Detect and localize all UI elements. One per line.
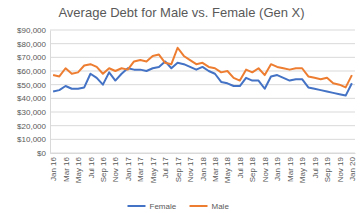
- x-tick: Mar 19: [286, 153, 295, 182]
- y-tick-label: $50,000: [17, 81, 46, 90]
- y-tick: $0: [37, 149, 50, 158]
- y-tick-label: $40,000: [17, 94, 46, 103]
- x-tick-label: Sep 18: [248, 156, 257, 182]
- y-tick-label: $70,000: [17, 53, 46, 62]
- x-tick: May 17: [149, 153, 158, 183]
- series-group: [53, 48, 352, 96]
- y-tick: $70,000: [17, 53, 50, 62]
- x-tick: Mar 17: [136, 153, 145, 182]
- x-tick-label: Jan 16: [49, 156, 58, 181]
- y-tick: $10,000: [17, 135, 50, 144]
- y-tick-label: $90,000: [17, 26, 46, 35]
- x-tick: Mar 18: [211, 153, 220, 182]
- x-tick: Jan 20: [348, 153, 357, 181]
- grid-line: [50, 125, 355, 126]
- x-tick-label: May 18: [223, 156, 232, 183]
- y-tick: $60,000: [17, 67, 50, 76]
- x-tick-label: Jan 20: [348, 156, 357, 181]
- x-tick-label: Mar 19: [286, 156, 295, 181]
- y-tick-label: $20,000: [17, 122, 46, 131]
- grid-line: [50, 84, 355, 85]
- x-tick-label: Nov 17: [186, 156, 195, 182]
- x-tick-label: Mar 17: [136, 156, 145, 181]
- y-tick: $40,000: [17, 94, 50, 103]
- x-tick-label: Sep 16: [99, 156, 108, 182]
- series-line: [53, 61, 352, 95]
- x-axis: Jan 16 Mar 16May 16 Jul 16Sep 16Nov 16 Jan …: [49, 153, 357, 183]
- x-tick: Nov 18: [261, 153, 270, 182]
- x-tick: Jan 18: [199, 153, 208, 181]
- x-tick-label: Mar 16: [62, 156, 71, 181]
- legend: Female Male: [128, 202, 230, 211]
- x-tick: Jan 17: [124, 153, 133, 181]
- grid-line: [50, 71, 355, 72]
- x-tick: Nov 19: [335, 153, 344, 182]
- x-tick: Jul 18: [236, 153, 245, 178]
- x-tick: Nov 16: [111, 153, 120, 182]
- x-tick: Jul 17: [161, 153, 170, 178]
- x-tick-label: Jan 17: [124, 156, 133, 181]
- title: Average Debt for Male vs. Female (Gen X): [58, 5, 304, 20]
- x-tick-label: Nov 19: [335, 156, 344, 182]
- x-tick-label: Jan 18: [199, 156, 208, 181]
- grid: [50, 30, 355, 153]
- y-tick: $90,000: [17, 26, 50, 35]
- x-tick-label: Jul 19: [311, 156, 320, 178]
- x-tick: Jan 16: [49, 153, 58, 181]
- x-tick-label: May 19: [298, 156, 307, 183]
- x-tick-label: Jul 16: [87, 156, 96, 178]
- x-tick: Nov 17: [186, 153, 195, 182]
- legend-label: Male: [212, 202, 230, 211]
- grid-line: [50, 153, 355, 154]
- y-axis-line: [50, 31, 51, 154]
- y-tick-label: $0: [37, 149, 46, 158]
- grid-line: [50, 57, 355, 58]
- grid-line: [50, 98, 355, 99]
- y-tick: $50,000: [17, 81, 50, 90]
- x-tick-label: Sep 17: [174, 156, 183, 182]
- x-tick-label: May 17: [149, 156, 158, 183]
- grid-line: [50, 30, 355, 31]
- y-tick-label: $60,000: [17, 67, 46, 76]
- chart: Average Debt for Male vs. Female (Gen X)…: [0, 0, 363, 213]
- legend-swatch: [128, 205, 146, 207]
- x-tick: Jul 19: [311, 153, 320, 178]
- x-tick: Jan 19: [273, 153, 282, 181]
- x-tick: Sep 17: [174, 153, 183, 182]
- x-axis-line: [51, 153, 356, 154]
- x-tick: Mar 16: [62, 153, 71, 182]
- grid-line: [50, 112, 355, 113]
- legend-swatch: [190, 205, 208, 207]
- x-tick-label: Jan 19: [273, 156, 282, 181]
- x-tick-label: Jul 18: [236, 156, 245, 178]
- y-tick: $80,000: [17, 40, 50, 49]
- x-tick: Jul 16: [87, 153, 96, 178]
- y-tick-label: $30,000: [17, 108, 46, 117]
- y-tick-label: $80,000: [17, 40, 46, 49]
- x-tick: May 16: [74, 153, 83, 183]
- x-tick-label: Jul 17: [161, 156, 170, 178]
- x-tick-label: Sep 19: [323, 156, 332, 182]
- grid-line: [50, 43, 355, 44]
- y-tick: $30,000: [17, 108, 50, 117]
- x-tick-label: Nov 16: [111, 156, 120, 182]
- x-tick-label: Nov 18: [261, 156, 270, 182]
- x-tick-label: Mar 18: [211, 156, 220, 181]
- grid-line: [50, 139, 355, 140]
- x-tick: May 19: [298, 153, 307, 183]
- y-axis: $0 $10,000 $20,000 $30,000 $40,000 $50,000 $60…: [17, 26, 50, 158]
- x-tick: May 18: [223, 153, 232, 183]
- legend-label: Female: [150, 202, 177, 211]
- series-line: [53, 48, 352, 88]
- y-tick-label: $10,000: [17, 135, 46, 144]
- x-tick: Sep 19: [323, 153, 332, 182]
- x-tick: Sep 16: [99, 153, 108, 182]
- x-tick: Sep 18: [248, 153, 257, 182]
- y-tick: $20,000: [17, 122, 50, 131]
- plot: $0 $10,000 $20,000 $30,000 $40,000 $50,000 $60…: [17, 26, 357, 183]
- x-tick-label: May 16: [74, 156, 83, 183]
